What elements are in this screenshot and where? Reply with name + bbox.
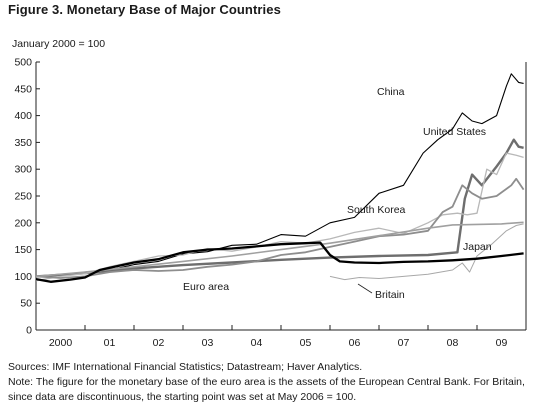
series-line-euro-area	[35, 177, 525, 279]
y-tick-label: 300	[14, 164, 32, 176]
y-tick-label: 500	[14, 57, 32, 69]
x-tick-label: 05	[300, 337, 312, 349]
y-tick-label: 250	[14, 191, 32, 203]
series-label-layer: China United States South Korea Japan Euro a…	[183, 86, 492, 301]
x-tick-label: 04	[251, 337, 263, 349]
series-line-china	[35, 73, 524, 277]
series-label-euro-area: Euro area	[183, 281, 229, 293]
x-tick-label: 03	[202, 337, 214, 349]
y-tick-label: 350	[14, 137, 32, 149]
figure-notes: Sources: IMF International Financial Sta…	[8, 360, 530, 405]
series-label-united-states: United States	[423, 126, 486, 138]
y-tick-label: 450	[14, 83, 32, 95]
series-label-japan: Japan	[463, 241, 492, 253]
y-tick-label: 100	[14, 271, 32, 283]
series-label-south-korea: South Korea	[347, 204, 406, 216]
methodology-note: Note: The figure for the monetary base o…	[8, 376, 525, 403]
series-line-smooth-trend	[35, 221, 524, 278]
series-label-china: China	[377, 86, 405, 98]
series-label-leader	[357, 283, 373, 294]
series-layer	[35, 73, 525, 283]
x-tick-label: 01	[104, 337, 116, 349]
x-tick-label: 06	[349, 337, 361, 349]
x-tick-label: 07	[398, 337, 410, 349]
y-axis-unit-label: January 2000 = 100	[12, 38, 106, 50]
x-tick-label: 2000	[49, 337, 73, 349]
series-line-united-states	[35, 138, 524, 278]
x-tick-label: 02	[153, 337, 165, 349]
y-tick-label: 0	[26, 325, 32, 337]
y-tick-label: 400	[14, 110, 32, 122]
y-tick-label: 200	[14, 217, 32, 229]
series-label-britain: Britain	[375, 289, 405, 301]
sources-note: Sources: IMF International Financial Sta…	[8, 361, 363, 373]
figure-title: Figure 3. Monetary Base of Major Countri…	[8, 2, 281, 17]
series-line-japan	[35, 241, 524, 283]
x-tick-label: 08	[447, 337, 459, 349]
x-tick-label: 09	[496, 337, 508, 349]
y-tick-label: 50	[20, 298, 32, 310]
series-line-britain	[329, 223, 524, 281]
y-tick-label: 150	[14, 244, 32, 256]
series-line-south-korea	[35, 152, 524, 282]
